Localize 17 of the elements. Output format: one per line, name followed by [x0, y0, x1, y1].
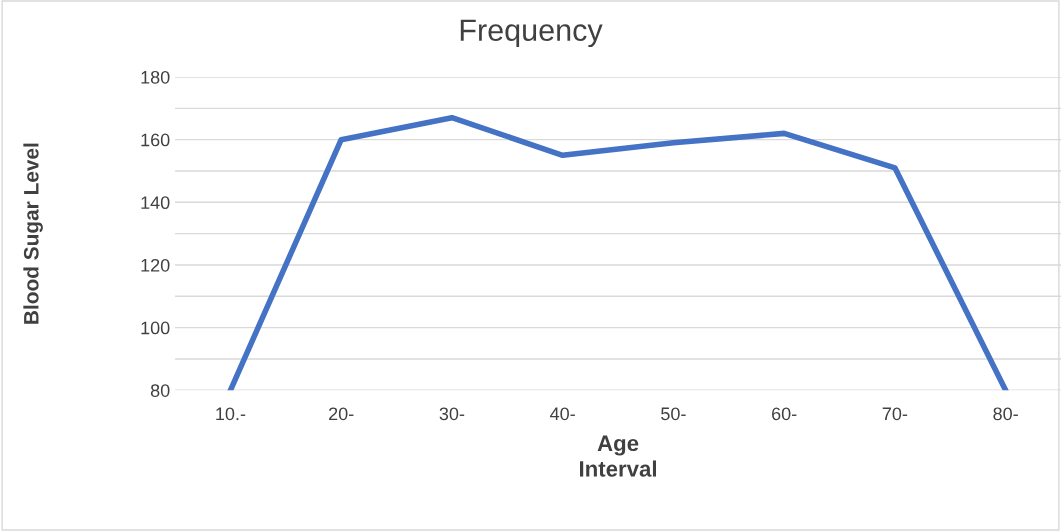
y-tick-label: 180: [141, 70, 170, 84]
x-tick-label: 30-: [439, 407, 465, 421]
chart-title: Frequency: [460, 19, 603, 48]
x-tick-label: 60-: [772, 407, 797, 421]
x-tick-label: 80-: [993, 407, 1018, 421]
y-tick-label: 80: [150, 384, 170, 398]
y-tick-label: 140: [141, 196, 170, 210]
y-tick-label: 120: [141, 258, 170, 272]
x-tick-label: 20-: [329, 407, 354, 421]
x-tick-label: 40-: [550, 407, 575, 421]
x-tick-label: 70-: [882, 407, 908, 421]
x-tick-label: 50-: [661, 407, 686, 421]
y-axis-title: Blood Sugar Level: [23, 143, 43, 324]
x-axis-title: Age Interval: [580, 435, 656, 477]
x-tick-label: 10.-: [216, 407, 246, 421]
y-tick-label: 100: [141, 321, 170, 335]
y-tick-label: 160: [141, 133, 170, 147]
